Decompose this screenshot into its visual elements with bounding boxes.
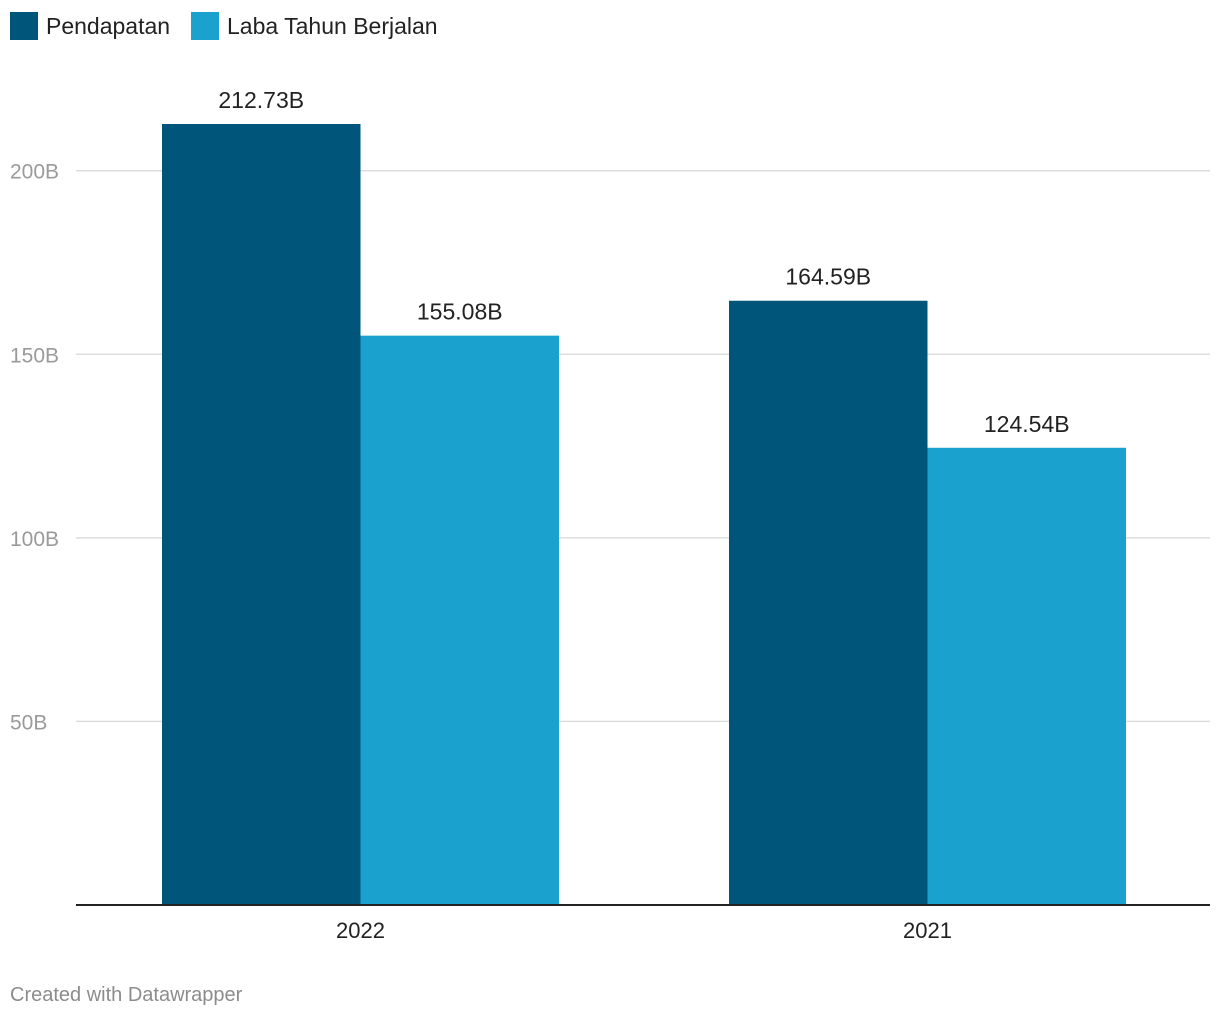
legend-swatch-2 [191,12,219,40]
bar-2022-1 [162,124,361,905]
bar-2022-2 [360,335,559,905]
legend-label-2: Laba Tahun Berjalan [227,13,438,39]
legend-swatch-1 [10,12,38,40]
value-labels: 212.73B 155.08B 164.59B 124.54B [218,87,1069,437]
y-tick-label: 100B [10,528,59,551]
legend-label-1: Pendapatan [46,13,170,39]
y-tick-label: 200B [10,161,59,184]
legend: Pendapatan Laba Tahun Berjalan [10,12,438,40]
data-label: 164.59B [785,264,871,290]
x-tick-label: 2022 [336,918,385,943]
x-axis: 2022 2021 [76,904,1210,943]
x-tick-label: 2021 [903,918,952,943]
data-label: 155.08B [417,299,503,325]
data-label: 124.54B [984,411,1070,437]
bar-2021-2 [927,447,1126,905]
y-tick-label: 150B [10,344,59,367]
bar-2021-1 [729,300,928,905]
data-label: 212.73B [218,87,304,113]
credit-text: Created with Datawrapper [10,984,243,1006]
bars [162,124,1126,905]
y-tick-label: 50B [10,711,47,734]
